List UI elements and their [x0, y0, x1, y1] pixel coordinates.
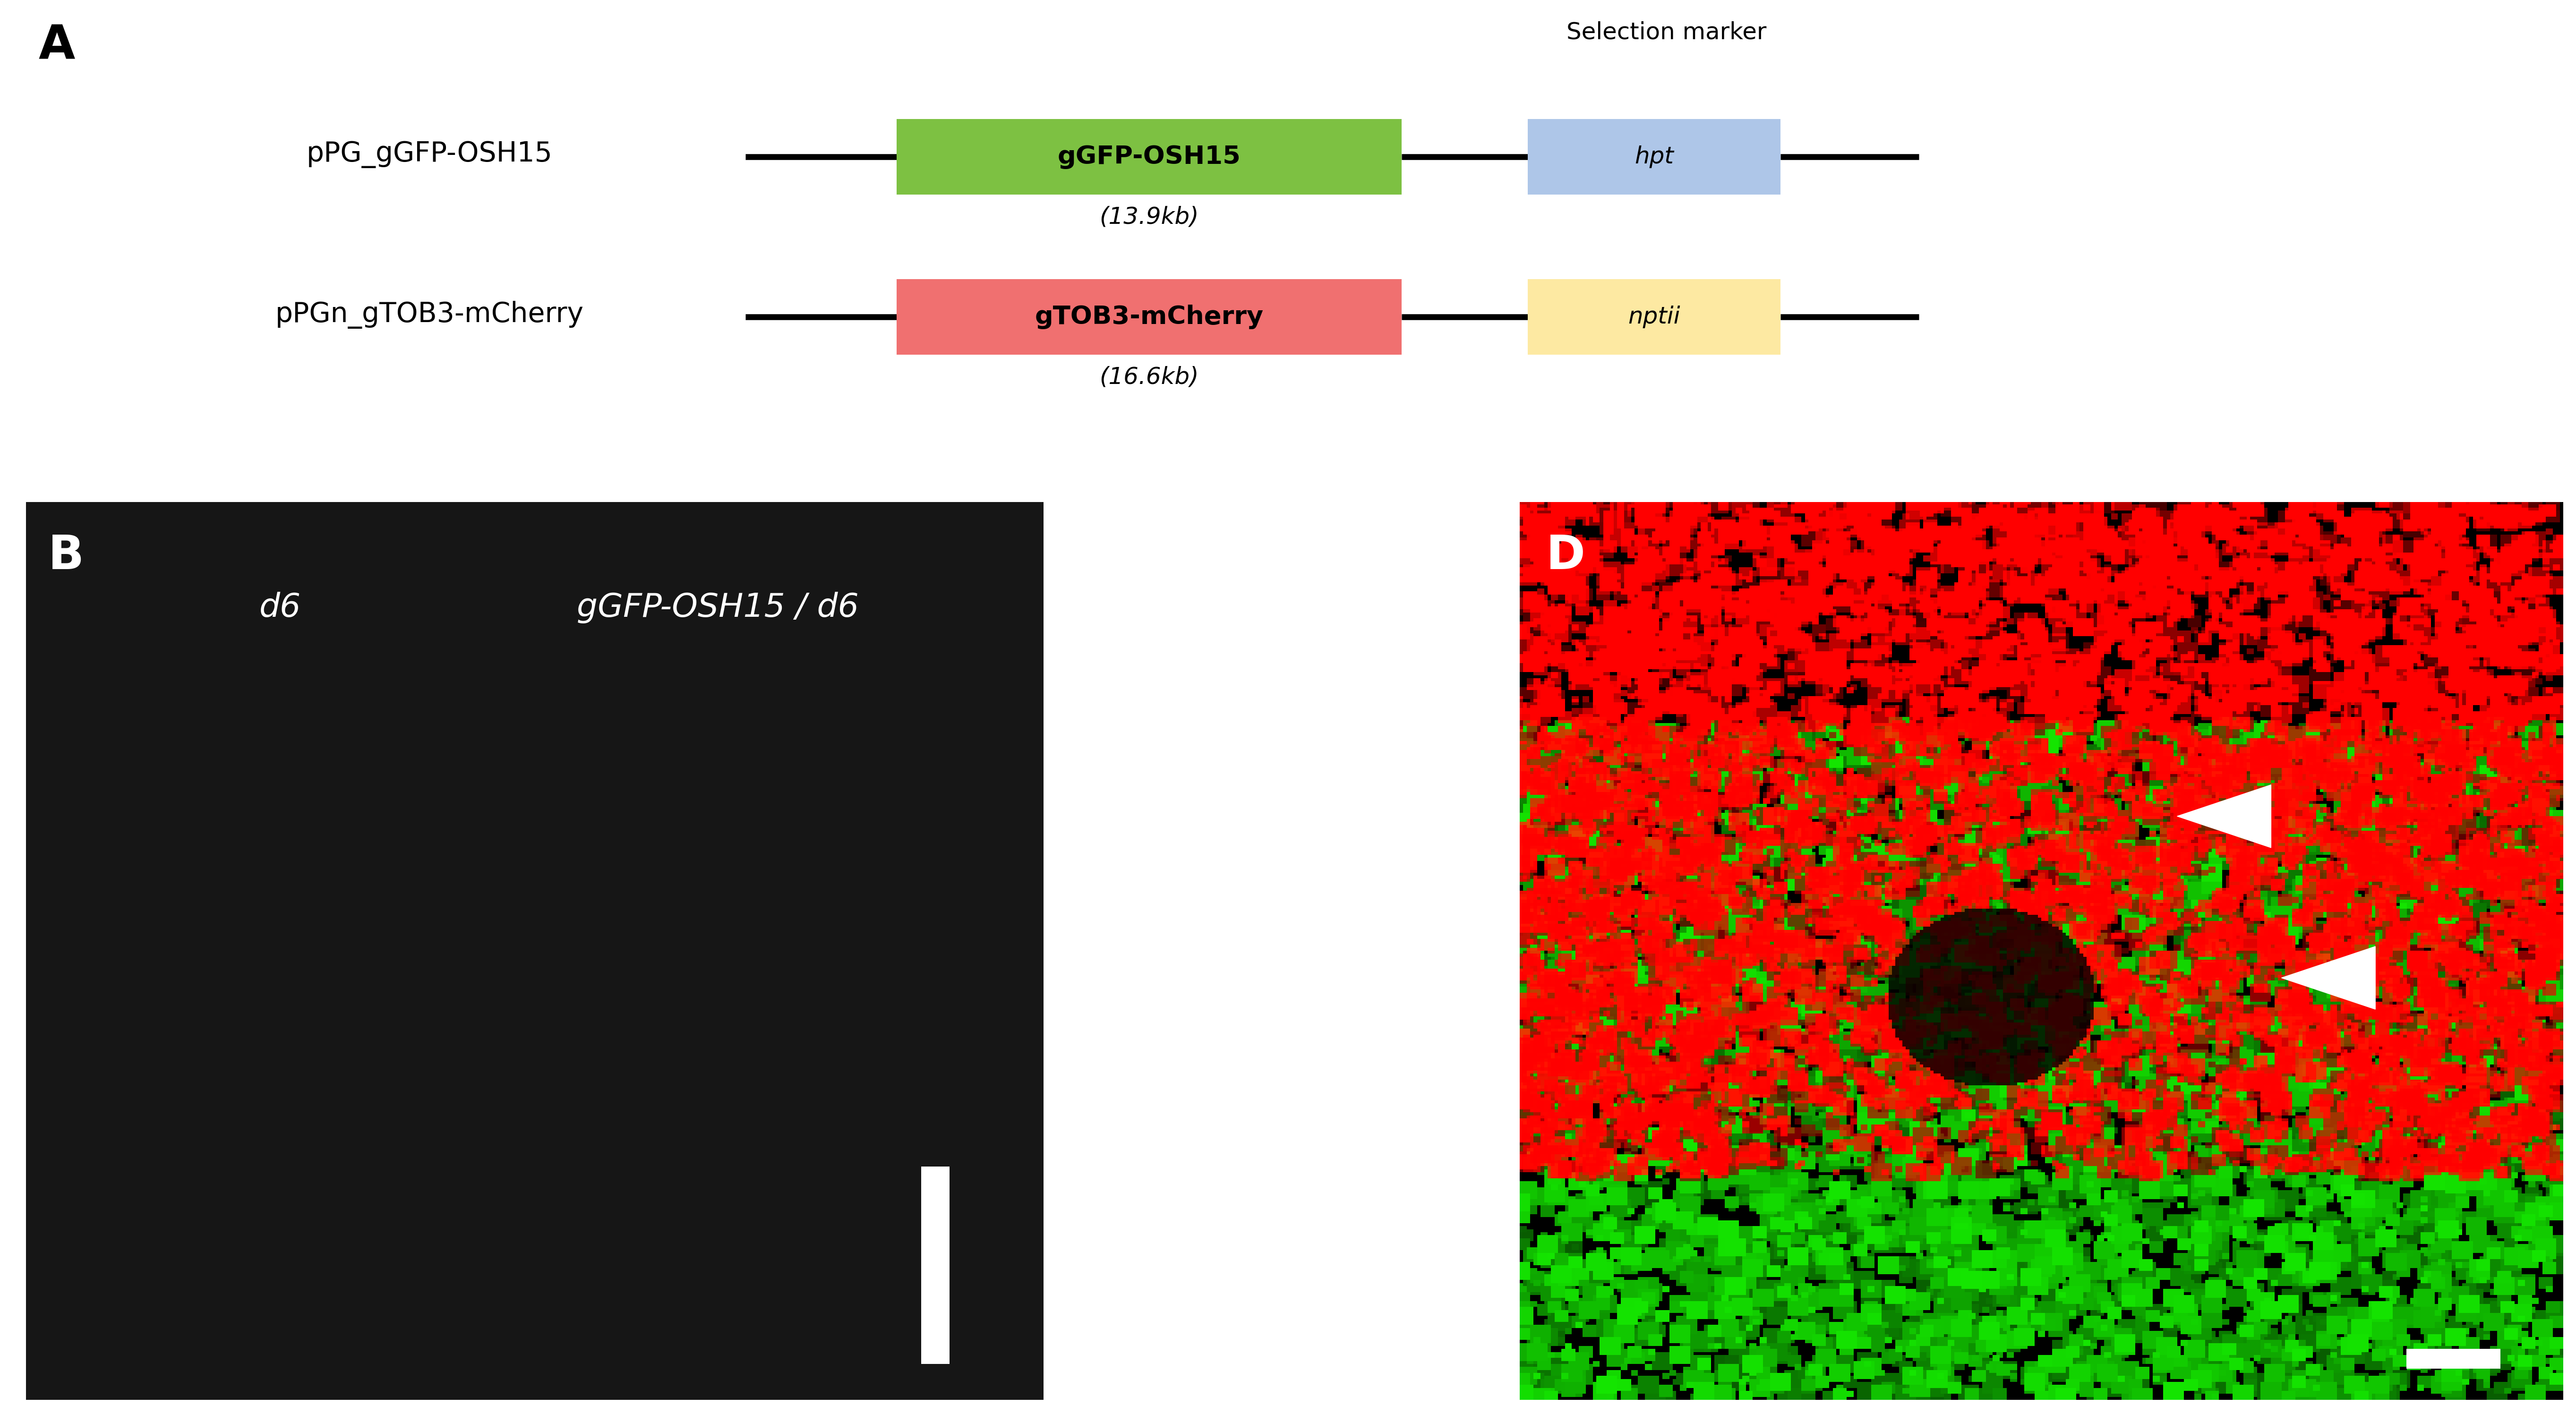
Text: gTOB3-mCherry: gTOB3-mCherry [1036, 305, 1265, 329]
Text: I: I [1316, 632, 1321, 655]
Bar [2406, 1349, 2501, 1369]
Bar [1110, 1032, 1131, 1373]
Text: II: II [1218, 861, 1231, 884]
Text: gGFP-OSH15: gGFP-OSH15 [1059, 144, 1242, 168]
Text: hpt: hpt [1636, 146, 1674, 168]
Bar [896, 119, 1401, 195]
Text: d6: d6 [260, 591, 301, 624]
Text: pPG_gGFP-OSH15: pPG_gGFP-OSH15 [307, 141, 554, 168]
Text: B: B [49, 533, 85, 580]
Text: (16.6kb): (16.6kb) [1100, 366, 1198, 389]
Text: C: C [1084, 533, 1118, 580]
Bar [896, 279, 1401, 355]
Text: (13.9kb): (13.9kb) [1100, 205, 1198, 228]
Text: gGFP-OSH15 / d6: gGFP-OSH15 / d6 [577, 591, 858, 624]
Text: Selection marker: Selection marker [1566, 21, 1767, 44]
Text: pPGn_gTOB3-mCherry: pPGn_gTOB3-mCherry [276, 301, 585, 328]
Bar [922, 1167, 951, 1365]
Text: nptii: nptii [1628, 305, 1680, 328]
Text: III: III [1195, 1059, 1218, 1082]
Polygon shape [2282, 946, 2375, 1010]
Text: A: A [39, 23, 75, 69]
Text: D: D [1546, 533, 1584, 580]
Text: Internode: Internode [1291, 583, 1404, 605]
Bar [1528, 279, 1780, 355]
Polygon shape [2177, 785, 2272, 847]
Bar [1528, 119, 1780, 195]
